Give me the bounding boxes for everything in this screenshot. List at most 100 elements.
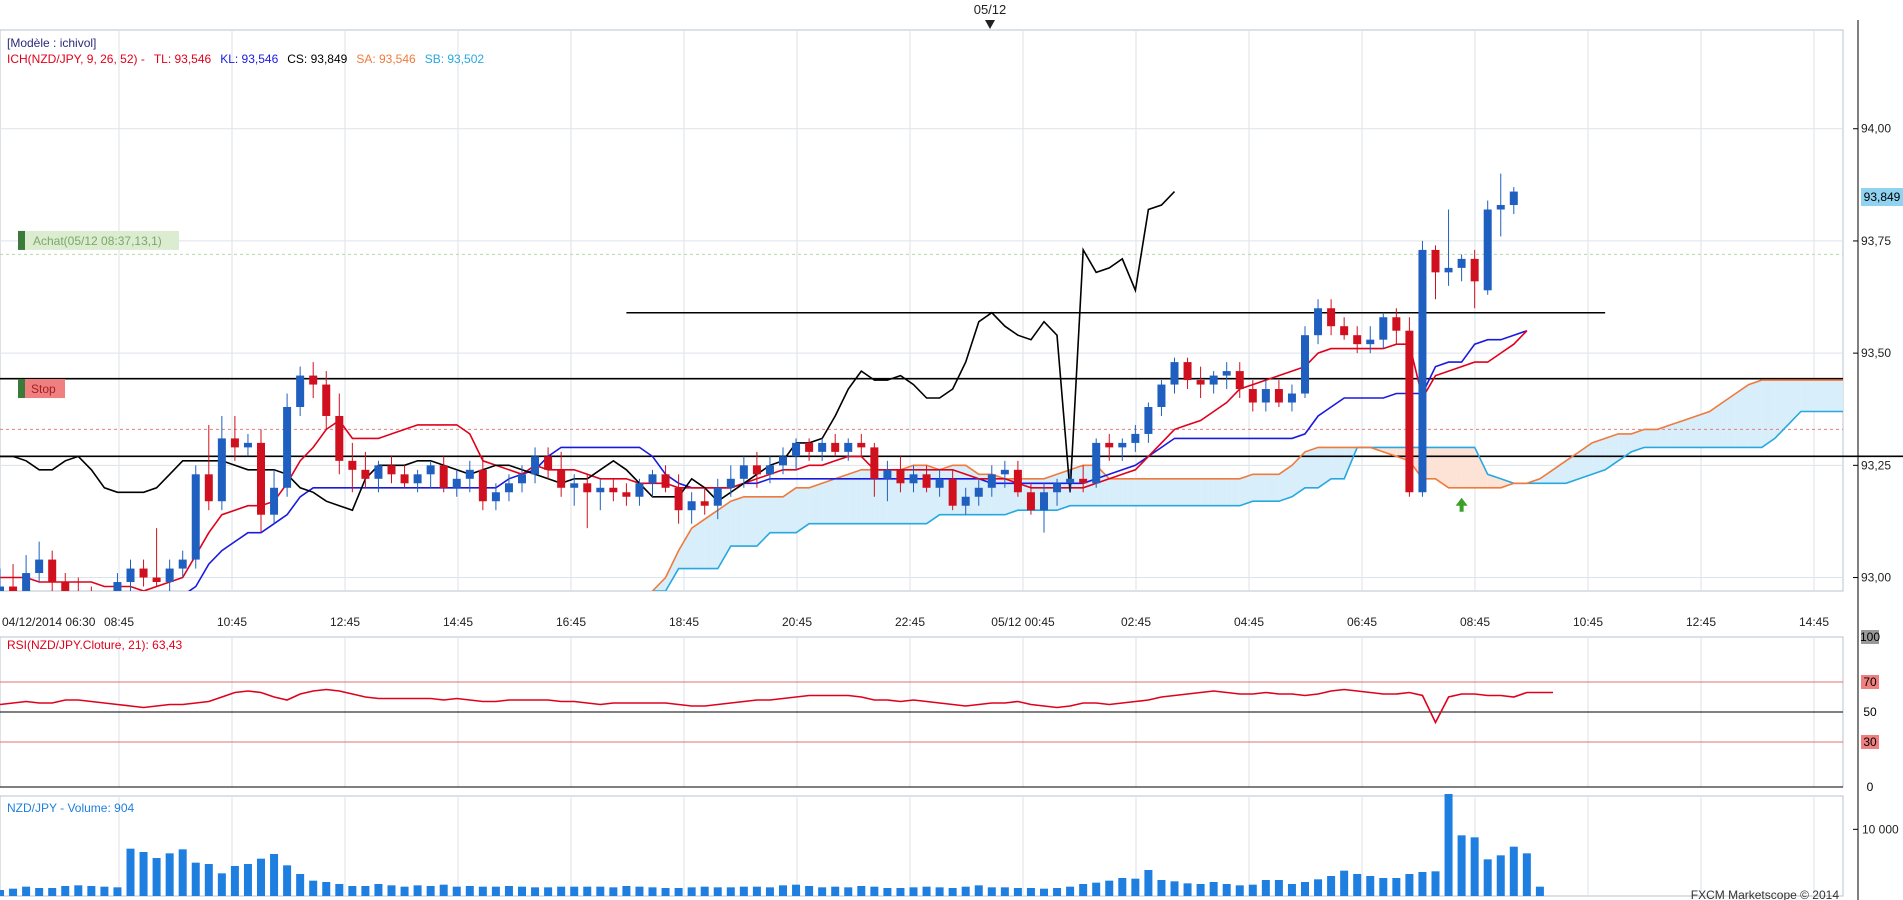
stop-order-label: Stop	[31, 382, 56, 396]
volume-bar	[491, 886, 500, 896]
volume-bar	[1444, 794, 1453, 896]
cloud-segment	[1305, 447, 1319, 488]
cloud-segment	[913, 465, 927, 524]
candle-body	[792, 442, 801, 457]
volume-axis: 10 000	[1853, 822, 1899, 836]
candle-body	[309, 375, 318, 385]
legend-entry: TL: 93,546	[154, 52, 212, 66]
candle-body	[1418, 249, 1427, 493]
volume-bar	[1013, 888, 1022, 896]
cloud-segment	[1474, 447, 1488, 488]
cloud-segment	[1122, 478, 1136, 506]
candle-body	[413, 474, 422, 484]
volume-bar	[1040, 888, 1048, 896]
rsi-axis: 0 30 50 70 100	[1860, 630, 1880, 794]
volume-bar	[257, 858, 265, 896]
volume-bar	[1392, 878, 1401, 896]
candle-body	[1353, 335, 1362, 345]
time-tick-label: 16:45	[556, 615, 586, 629]
price-tick-label: 93,25	[1861, 458, 1891, 472]
rsi-tick-box	[1861, 780, 1879, 794]
volume-bar	[635, 886, 644, 896]
cloud-segment	[1618, 433, 1632, 461]
cloud-segment	[861, 469, 875, 524]
candle-body	[1431, 249, 1440, 273]
cloud-segment	[835, 474, 849, 524]
volume-bar	[1353, 874, 1362, 896]
time-tick-label: 06:45	[1347, 615, 1377, 629]
candle-body	[909, 474, 918, 484]
candle-body	[609, 487, 618, 493]
volume-bar	[883, 888, 892, 896]
candle-body	[765, 465, 774, 475]
volume-bar	[1235, 885, 1244, 896]
candle-body	[948, 478, 957, 506]
volume-bar	[1170, 881, 1179, 896]
volume-bar	[1418, 872, 1427, 896]
volume-bar	[896, 888, 905, 896]
volume-bar	[713, 887, 722, 896]
time-tick-label: 18:45	[669, 615, 699, 629]
volume-bar	[531, 887, 540, 896]
candle-body	[1209, 375, 1218, 385]
cloud-segment	[1383, 447, 1397, 457]
volume-bar	[1118, 878, 1127, 896]
candle-body	[935, 478, 944, 488]
cloud-segment	[1696, 411, 1710, 448]
volume-bar	[1131, 878, 1140, 896]
cloud-segment	[1252, 474, 1266, 502]
candle-body	[1496, 205, 1505, 210]
volume-bar	[335, 884, 344, 896]
cloud-segment	[1566, 451, 1580, 484]
cloud-segment	[1631, 429, 1645, 452]
cloud-segment	[783, 487, 797, 533]
candle-body	[504, 483, 513, 493]
candle-body	[1079, 478, 1088, 484]
volume-bar	[752, 886, 761, 896]
candle-body	[491, 492, 500, 502]
candle-body	[426, 465, 435, 475]
time-tick-label: 12:45	[1686, 615, 1716, 629]
cloud-segment	[1135, 478, 1149, 506]
rsi-tick-box	[1861, 705, 1879, 719]
volume-bar	[1314, 879, 1323, 896]
cloud-segment	[1200, 478, 1214, 506]
cloud-segment	[874, 469, 888, 524]
price-tick-label: 94,00	[1861, 122, 1891, 136]
cloud-segment	[1813, 380, 1827, 412]
senkou-b-line	[652, 410, 1843, 591]
trade-markers: Achat(05/12 08:37,13,1) Stop	[18, 230, 1468, 512]
cloud-segment	[809, 483, 823, 524]
cloud-segment	[1435, 447, 1449, 488]
volume-bar	[1509, 846, 1518, 896]
candle-body	[870, 447, 879, 479]
volume-bar	[948, 888, 957, 896]
rsi-tick-box	[1861, 675, 1879, 689]
volume-bar	[478, 886, 487, 896]
cloud-segment	[1461, 447, 1475, 488]
cloud-segment	[1774, 380, 1788, 439]
rsi-tick-label: 70	[1863, 675, 1877, 689]
candlesticks	[0, 173, 1518, 591]
cloud-segment	[1761, 380, 1775, 448]
candle-body	[1248, 389, 1257, 403]
cloud-segment	[1500, 478, 1514, 488]
cloud-segment	[1644, 429, 1658, 448]
volume-bar	[74, 885, 83, 896]
volume-bar	[1327, 876, 1336, 896]
legend-entry: CS: 93,849	[287, 52, 347, 66]
volume-bar	[974, 885, 983, 896]
candle-body	[126, 568, 135, 583]
volume-bar	[1261, 880, 1270, 896]
volume-bar	[309, 880, 318, 896]
volume-bar	[648, 887, 657, 896]
cloud-segment	[1448, 447, 1462, 488]
time-tick-label: 02:45	[1121, 615, 1151, 629]
candle-body	[557, 469, 566, 488]
volume-bar	[348, 886, 357, 896]
volume-bar	[400, 886, 409, 896]
volume-bar	[779, 885, 787, 896]
volume-bar	[1340, 870, 1349, 896]
volume-bar	[818, 887, 827, 896]
